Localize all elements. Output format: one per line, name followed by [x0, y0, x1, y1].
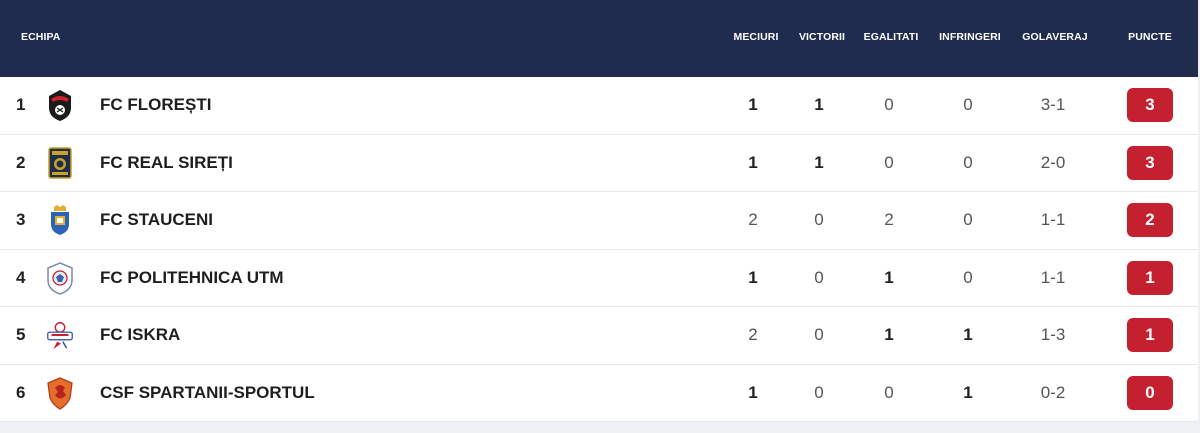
team-name[interactable]: FC REAL SIREȚI	[100, 152, 233, 172]
table-row[interactable]: 3 FC STAUCENI 2 0 2 0 1-1 2	[0, 192, 1198, 250]
header-played[interactable]: MECIURI	[733, 31, 779, 43]
header-goal-difference[interactable]: GOLAVERAJ	[1022, 31, 1088, 43]
goal-difference-value: 1-1	[1040, 267, 1066, 287]
goal-difference-value: 3-1	[1040, 95, 1066, 115]
goal-difference-value: 1-1	[1040, 210, 1066, 230]
drawn-value: 0	[884, 152, 894, 172]
table-row[interactable]: 5 FC ISKRA 2 0 1 1 1-3 1	[0, 307, 1198, 365]
team-name[interactable]: FC STAUCENI	[100, 210, 214, 230]
rank: 1	[16, 95, 26, 115]
lost-value: 0	[963, 152, 973, 172]
header-points[interactable]: PUNCTE	[1128, 31, 1172, 43]
table-header: ECHIPA MECIURI VICTORII EGALITATI INFRIN…	[0, 0, 1198, 77]
stauceni-crest-icon	[44, 202, 76, 238]
rank: 2	[16, 152, 26, 172]
header-drawn[interactable]: EGALITATI	[863, 31, 919, 43]
real-sireti-crest-icon	[44, 145, 76, 181]
table-bottom-gap	[0, 422, 1200, 433]
lost-value: 1	[963, 325, 973, 345]
table-row[interactable]: 2 FC REAL SIREȚI 1 1 0 0 2-0 3	[0, 134, 1198, 192]
played-value: 2	[748, 210, 758, 230]
table-row[interactable]: 6 CSF SPARTANII-SPORTUL 1 0 0 1 0-2 0	[0, 364, 1198, 422]
won-value: 0	[814, 382, 824, 402]
drawn-value: 0	[884, 382, 894, 402]
drawn-value: 2	[884, 210, 894, 230]
drawn-value: 1	[884, 325, 894, 345]
team-name[interactable]: FC POLITEHNICA UTM	[100, 267, 284, 287]
points-badge: 0	[1127, 375, 1173, 410]
won-value: 0	[814, 267, 824, 287]
points-badge: 1	[1127, 318, 1173, 353]
rank: 5	[16, 325, 26, 345]
won-value: 0	[814, 325, 824, 345]
lost-value: 0	[963, 95, 973, 115]
goal-difference-value: 1-3	[1040, 325, 1066, 345]
floresti-crest-icon	[44, 87, 76, 123]
header-team[interactable]: ECHIPA	[21, 31, 61, 43]
drawn-value: 1	[884, 267, 894, 287]
drawn-value: 0	[884, 95, 894, 115]
points-badge: 2	[1127, 203, 1173, 238]
played-value: 1	[748, 382, 758, 402]
points-badge: 3	[1127, 145, 1173, 180]
points-badge: 3	[1127, 88, 1173, 123]
won-value: 1	[814, 95, 824, 115]
lost-value: 1	[963, 382, 973, 402]
lost-value: 0	[963, 267, 973, 287]
rank: 4	[16, 267, 26, 287]
table-row[interactable]: 1 FC FLOREȘTI 1 1 0 0 3-1 3	[0, 77, 1198, 135]
played-value: 1	[748, 267, 758, 287]
team-name[interactable]: FC ISKRA	[100, 325, 181, 345]
iskra-crest-icon	[44, 317, 76, 353]
played-value: 1	[748, 95, 758, 115]
goal-difference-value: 0-2	[1040, 382, 1066, 402]
rank: 6	[16, 382, 26, 402]
points-badge: 1	[1127, 260, 1173, 295]
goal-difference-value: 2-0	[1040, 152, 1066, 172]
header-lost[interactable]: INFRINGERI	[939, 31, 1001, 43]
team-name[interactable]: CSF SPARTANII-SPORTUL	[100, 382, 315, 402]
played-value: 1	[748, 152, 758, 172]
team-name[interactable]: FC FLOREȘTI	[100, 95, 212, 115]
politehnica-utm-crest-icon	[44, 260, 76, 296]
table-row[interactable]: 4 FC POLITEHNICA UTM 1 0 1 0 1-1 1	[0, 249, 1198, 307]
spartanii-sportul-crest-icon	[44, 375, 76, 411]
won-value: 0	[814, 210, 824, 230]
won-value: 1	[814, 152, 824, 172]
header-won[interactable]: VICTORII	[798, 31, 846, 43]
rank: 3	[16, 210, 26, 230]
played-value: 2	[748, 325, 758, 345]
lost-value: 0	[963, 210, 973, 230]
